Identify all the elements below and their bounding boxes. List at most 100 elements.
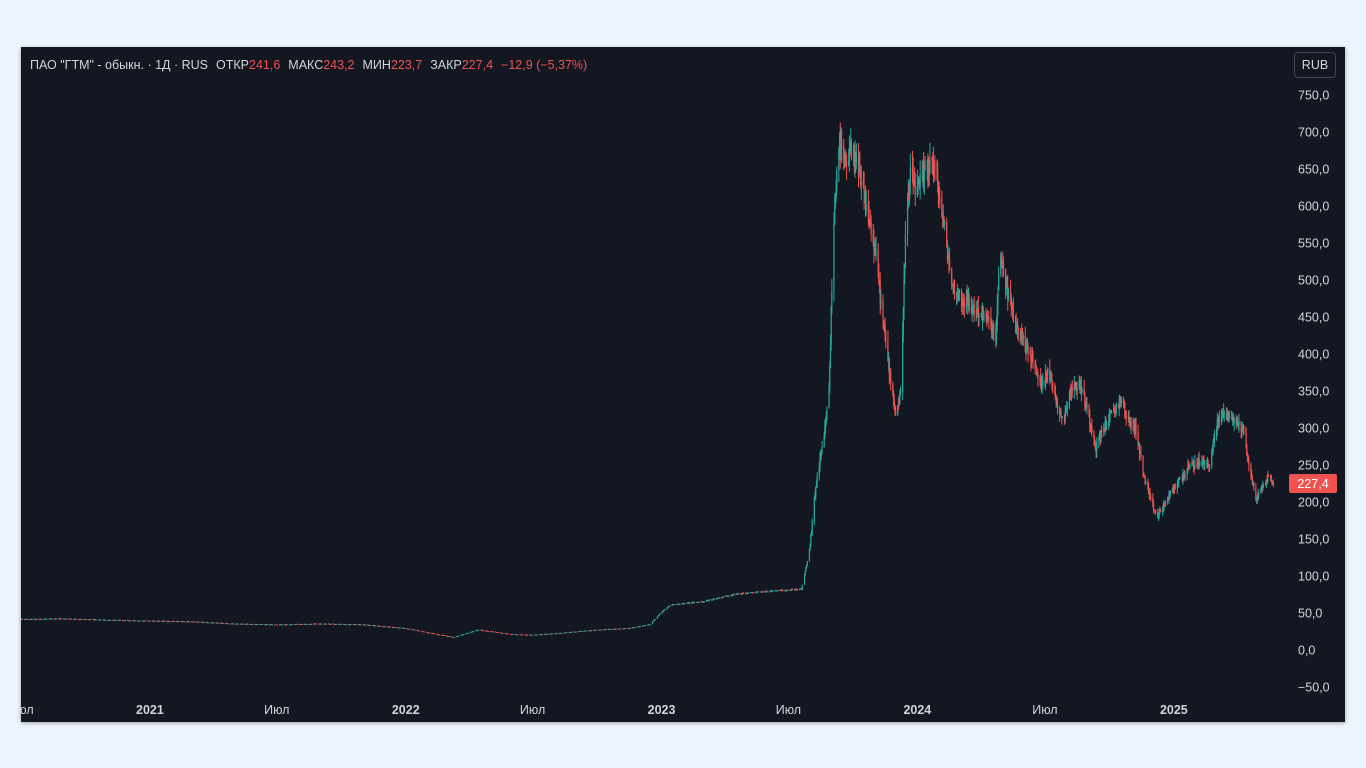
candle-body [580, 631, 582, 632]
candle-body [301, 624, 303, 625]
candle-body [850, 144, 853, 155]
candle-body [678, 603, 680, 605]
candle-body [981, 308, 984, 320]
candle-body [583, 631, 585, 632]
candle-body [1213, 441, 1215, 443]
candle-body [615, 628, 617, 630]
candle-body [1031, 357, 1033, 360]
chart-panel[interactable]: 750,0 700,0 650,0 600,0 550,0 500,0 450,0 400,0… [21, 47, 1345, 722]
chart-svg[interactable]: 750,0 700,0 650,0 600,0 550,0 500,0 450,0 400,0… [21, 47, 1345, 722]
candle-body [576, 631, 578, 633]
candle-body [997, 290, 999, 307]
candle-body [669, 605, 671, 607]
symbol-name[interactable]: ПАО "ГТМ" - обыкн. [30, 58, 144, 72]
candle-body [754, 592, 757, 594]
candle-body [593, 630, 595, 631]
candle-body [751, 592, 753, 594]
candle-body [1073, 383, 1075, 391]
candle-body [496, 632, 499, 634]
candle-body [713, 598, 715, 600]
candle-body [1000, 256, 1003, 265]
candle-body [446, 635, 448, 637]
currency-button[interactable]: RUB [1294, 52, 1336, 78]
candle-body [1174, 488, 1176, 489]
candle-body [1119, 402, 1121, 404]
candle-body [451, 636, 453, 638]
candle-body [638, 626, 640, 628]
price-tick-label: 150,0 [1298, 533, 1329, 547]
candle-body [75, 618, 77, 620]
candle-body [880, 300, 882, 303]
candle-body [259, 624, 261, 626]
candle-body [1016, 322, 1018, 334]
interval-label[interactable]: 1Д [155, 58, 171, 72]
candle-body [30, 619, 33, 620]
candle-body [1152, 497, 1154, 504]
candle-body [731, 594, 733, 596]
candle-body [816, 475, 818, 483]
candle-body [1002, 264, 1005, 270]
candle-body [102, 619, 104, 621]
candle-body [412, 629, 414, 631]
candle-body [1232, 414, 1235, 424]
candle-body [1148, 492, 1150, 495]
candle-body [1272, 482, 1274, 485]
candle-body [810, 534, 812, 545]
candle-body [1042, 382, 1044, 385]
candle-body [769, 590, 771, 592]
price-tick-label: 50,0 [1298, 607, 1322, 621]
candle-body [953, 284, 955, 287]
candle-body [477, 629, 479, 631]
candle-body [986, 317, 989, 324]
candle-body [344, 624, 347, 626]
candle-body [383, 626, 385, 628]
candle-body [916, 185, 918, 196]
candle-body [574, 631, 576, 633]
candle-body [691, 602, 693, 604]
candle-body [926, 168, 928, 170]
candle-body [717, 598, 719, 599]
candle-body [599, 629, 602, 631]
time-tick-label: 2022 [392, 703, 420, 717]
candle-body [595, 629, 597, 631]
candle-body [276, 624, 278, 626]
candle-body [1211, 451, 1214, 453]
candle-body [1140, 452, 1142, 457]
candle-body [227, 623, 230, 625]
candle-body [40, 619, 42, 621]
candle-body [183, 621, 185, 623]
candle-body [1056, 397, 1058, 402]
candle-body [657, 615, 659, 617]
candle-body [1083, 389, 1085, 395]
candle-body [1260, 487, 1263, 491]
candle-body [138, 620, 140, 622]
candle-body [249, 624, 251, 625]
candle-body [1187, 464, 1190, 469]
candle-body [314, 623, 316, 625]
candle-body [644, 625, 647, 627]
candle-body [882, 300, 884, 320]
candle-body [1192, 463, 1195, 467]
candle-body [419, 630, 421, 632]
candle-body [157, 621, 159, 622]
candle-body [607, 629, 609, 631]
candle-body [512, 634, 514, 635]
candle-body [305, 624, 307, 625]
candle-body [1212, 441, 1214, 452]
candle-body [980, 313, 982, 315]
time-axis[interactable]: Июл 2021 Июл 2022 Июл 2023 Июл 2024 Июл 2025 [21, 703, 1188, 717]
candle-body [147, 620, 150, 622]
candle-body [625, 628, 627, 630]
candle-body [1251, 474, 1253, 478]
candle-body [78, 619, 80, 621]
candle-body [895, 410, 897, 414]
price-axis[interactable]: 750,0 700,0 650,0 600,0 550,0 500,0 450,0 400,0… [1298, 89, 1330, 695]
candle-body [1162, 506, 1164, 512]
candle-body [43, 619, 45, 620]
candle-body [865, 204, 867, 212]
candle-body [240, 623, 242, 625]
candle-body [443, 635, 445, 637]
candle-body [555, 633, 557, 635]
candle-body [232, 623, 234, 625]
candle-body [384, 626, 387, 628]
